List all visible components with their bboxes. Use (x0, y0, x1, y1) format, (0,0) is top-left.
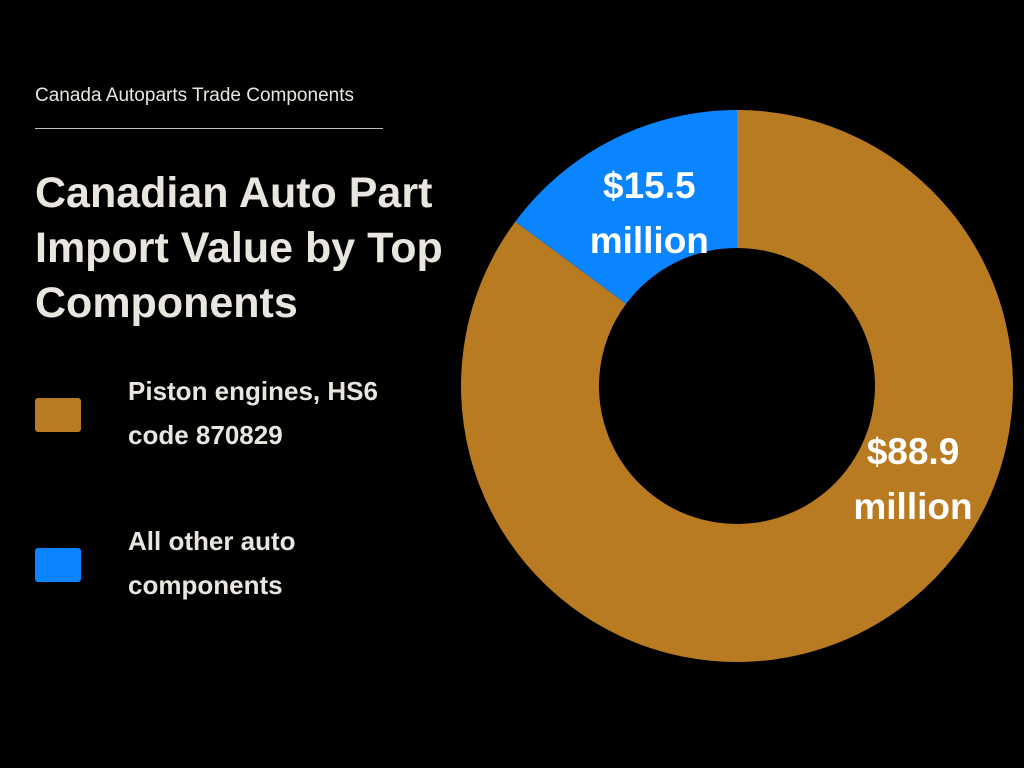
legend-label-piston-engines: Piston engines, HS6 code 870829 (128, 376, 378, 450)
slice-value-line1: $15.5 (603, 165, 696, 206)
legend-swatch-other-components (35, 548, 81, 582)
legend-item-piston-engines: Piston engines, HS6 code 870829 (35, 366, 455, 456)
slice-value-label-other-components: $15.5 million (590, 165, 709, 261)
chart-kicker: Canada Autoparts Trade Components (35, 85, 354, 106)
kicker-divider (35, 128, 383, 129)
slice-value-label-piston-engines: $88.9 million (853, 431, 972, 527)
donut-slice-piston-engines (460, 110, 1013, 662)
legend-swatch-piston-engines (35, 398, 81, 432)
donut-slice-other-components (515, 110, 737, 304)
slice-value-line1: $88.9 (867, 431, 960, 472)
slice-value-line2: million (853, 486, 972, 527)
legend-label-other-components: All other auto components (128, 526, 296, 600)
slice-value-line2: million (590, 220, 709, 261)
legend-item-other-components: All other auto components (35, 516, 455, 606)
chart-title: Canadian Auto Part Import Value by Top C… (35, 169, 443, 327)
